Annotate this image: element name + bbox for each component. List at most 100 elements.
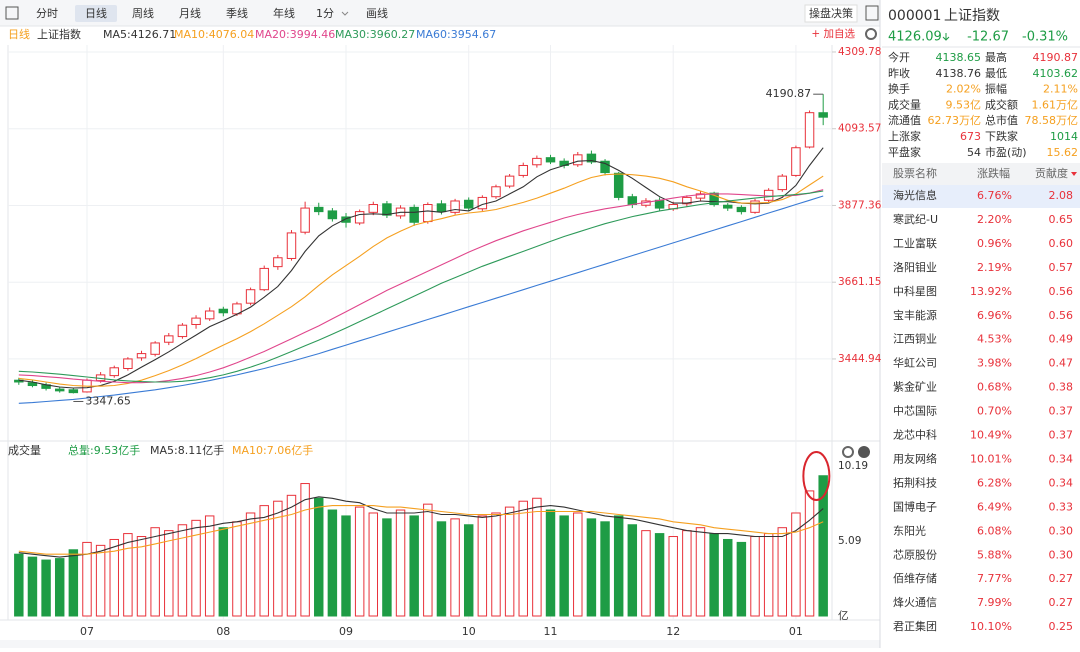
- tab[interactable]: 季线: [226, 6, 248, 20]
- volume-bar: [259, 505, 269, 617]
- volume-bar: [273, 500, 283, 617]
- candle-body: [518, 164, 528, 176]
- stock-name[interactable]: 拓荆科技: [893, 475, 937, 489]
- y-tick-label: 3661.15: [838, 276, 881, 288]
- volume-bar: [477, 515, 488, 617]
- candle-body: [695, 193, 706, 199]
- stock-name[interactable]: 君正集团: [893, 619, 937, 633]
- table-value: 2.08: [1049, 189, 1074, 202]
- table-value: 13.92%: [970, 285, 1012, 298]
- table-value: 0.38: [1049, 381, 1074, 394]
- stock-name[interactable]: 中芯国际: [893, 404, 937, 418]
- x-tick-label: 01: [789, 625, 803, 638]
- volume-bar: [436, 521, 447, 617]
- table-header[interactable]: 股票名称: [893, 166, 937, 180]
- stock-name[interactable]: 用友网络: [893, 451, 937, 465]
- volume-bar: [286, 494, 297, 617]
- volume-bar: [668, 536, 678, 617]
- volume-bar: [463, 524, 474, 617]
- volume-bar: [750, 536, 760, 617]
- stock-name[interactable]: 芯原股份: [893, 547, 937, 561]
- volume-bar: [41, 559, 51, 617]
- ma-line: [18, 147, 824, 389]
- stock-name[interactable]: 海光信息: [893, 188, 937, 202]
- volume-bar: [450, 518, 460, 617]
- candle-body: [532, 157, 542, 166]
- candle-body: [504, 175, 515, 187]
- stock-name[interactable]: 中科星图: [893, 284, 937, 298]
- tab[interactable]: 分时: [36, 7, 58, 20]
- volume-ma-line: [18, 496, 824, 558]
- y-tick-label: 5.09: [838, 535, 861, 547]
- menu-icon[interactable]: [5, 6, 19, 20]
- stock-name[interactable]: 洛阳钼业: [893, 260, 937, 274]
- candle-body: [682, 196, 692, 205]
- settings-icon[interactable]: [842, 446, 854, 458]
- table-value: 0.96%: [977, 237, 1012, 250]
- x-tick-label: 12: [666, 625, 680, 638]
- stock-name[interactable]: 国博电子: [893, 500, 937, 513]
- table-value: 10.01%: [970, 452, 1012, 465]
- table-value: 6.28%: [977, 476, 1012, 489]
- stock-name[interactable]: 江西铜业: [893, 332, 937, 346]
- dropdown: [341, 11, 349, 16]
- volume-bar: [14, 553, 24, 617]
- decision-button[interactable]: [804, 4, 858, 23]
- stock-name[interactable]: 佰维存储: [893, 571, 937, 585]
- table-header[interactable]: 贡献度: [1035, 166, 1068, 180]
- volume-bar: [518, 500, 528, 617]
- stock-name[interactable]: 宝丰能源: [893, 308, 937, 322]
- candle-body: [218, 308, 229, 314]
- volume-bar: [382, 518, 392, 617]
- volume-bar: [682, 530, 692, 617]
- x-tick-label: 10: [462, 625, 476, 638]
- stock-name[interactable]: 华虹公司: [893, 356, 937, 370]
- quote-code: 000001: [888, 8, 941, 24]
- table-value: 0.37: [1049, 429, 1074, 442]
- stock-name[interactable]: 工业富联: [893, 236, 937, 250]
- tab[interactable]: 年线: [273, 6, 295, 20]
- volume-bar: [354, 506, 365, 617]
- table-value: 0.56: [1049, 309, 1074, 322]
- y-tick-label: 4093.57: [838, 123, 881, 135]
- stock-name[interactable]: 寒武纪-U: [893, 212, 938, 226]
- add-watch[interactable]: + 加自选: [811, 27, 855, 40]
- selected-row[interactable]: [882, 185, 1080, 208]
- volume-bar: [232, 521, 242, 617]
- tab[interactable]: 画线: [366, 6, 388, 20]
- table-value: 0.60: [1049, 237, 1074, 250]
- legend-entry: MA5:8.11亿手: [150, 443, 224, 457]
- legend-entry: MA10:4076.04: [174, 28, 254, 41]
- table-value: 0.68%: [977, 381, 1012, 394]
- quote-label: 最高: [985, 50, 1007, 64]
- candle-body: [273, 257, 283, 268]
- candle-body: [300, 207, 310, 233]
- candle-body: [191, 317, 201, 325]
- tab[interactable]: 1分: [316, 7, 334, 20]
- sort-icon[interactable]: [1071, 172, 1077, 176]
- table-header[interactable]: 涨跌幅: [977, 166, 1010, 180]
- tab[interactable]: 日线: [85, 6, 107, 20]
- volume-bar: [504, 506, 515, 617]
- panel-icon[interactable]: [865, 5, 879, 21]
- stock-name[interactable]: 龙芯中科: [893, 428, 937, 442]
- tab[interactable]: 月线: [179, 6, 201, 20]
- close-icon[interactable]: [858, 446, 870, 458]
- x-tick-label: 09: [339, 625, 353, 638]
- volume-bar: [409, 515, 419, 617]
- tab[interactable]: 周线: [132, 6, 154, 20]
- volume-bar: [27, 556, 38, 617]
- candle-body: [150, 342, 160, 355]
- settings-icon[interactable]: [865, 28, 877, 40]
- y-tick-label: 亿: [838, 609, 849, 622]
- volume-bar: [218, 527, 229, 617]
- decision-label[interactable]: 操盘决策: [809, 6, 853, 20]
- table-value: 10.49%: [970, 429, 1012, 442]
- candle-body: [477, 196, 488, 210]
- stock-name[interactable]: 紫金矿业: [893, 380, 937, 394]
- candle-body: [314, 206, 324, 213]
- volume-bar: [627, 524, 638, 617]
- stock-name[interactable]: 烽火通信: [893, 596, 937, 609]
- volume-bar: [613, 515, 624, 617]
- stock-name[interactable]: 东阳光: [893, 523, 926, 537]
